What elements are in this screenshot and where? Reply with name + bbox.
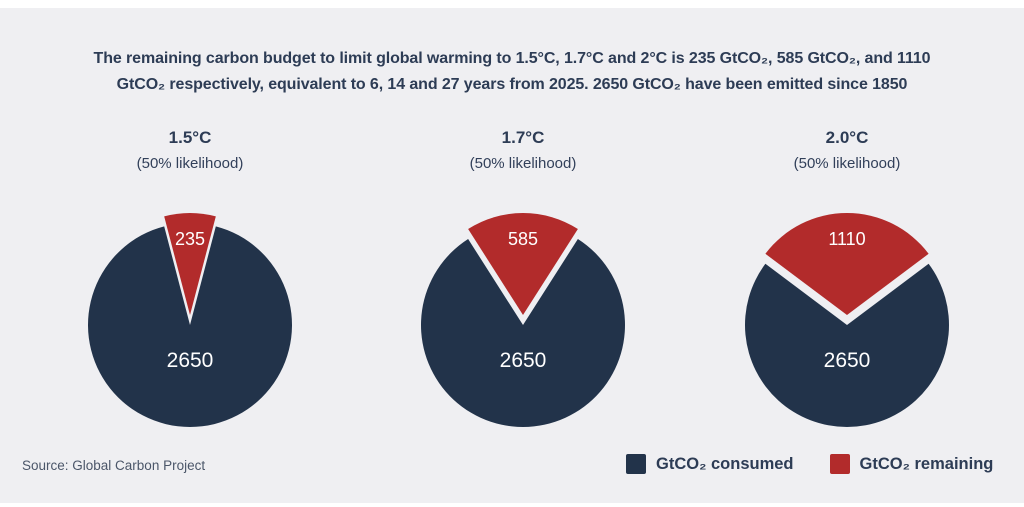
chart-head-1-5c: 1.5°C (50% likelihood) [60, 128, 320, 172]
chart-title: The remaining carbon budget to limit glo… [0, 46, 1024, 98]
likelihood-label: (50% likelihood) [469, 155, 577, 172]
consumed-slice [88, 226, 292, 427]
legend-item-consumed: GtCO₂ consumed [626, 454, 794, 474]
chart-title-line2: GtCO₂ respectively, equivalent to 6, 14 … [116, 76, 908, 93]
legend-label-remaining: GtCO₂ remaining [859, 454, 994, 473]
legend: GtCO₂ consumed GtCO₂ remaining [626, 454, 993, 474]
remaining-value-label: 235 [175, 229, 205, 249]
remaining-swatch [829, 454, 850, 474]
remaining-slice [468, 212, 578, 315]
legend-item-remaining: GtCO₂ remaining [829, 454, 994, 474]
chart-title-line1: The remaining carbon budget to limit glo… [93, 50, 931, 67]
pie-chart-1-5c: 235 2650 [88, 212, 292, 427]
consumed-value-label: 2650 [824, 349, 871, 372]
consumed-value-label: 2650 [500, 349, 547, 372]
consumed-value-label: 2650 [167, 349, 214, 372]
remaining-slice [164, 212, 216, 315]
pie-chart-1-7c: 585 2650 [421, 212, 625, 427]
chart-head-1-7c: 1.7°C (50% likelihood) [393, 128, 653, 172]
remaining-value-label: 1110 [828, 229, 865, 249]
consumed-slice [421, 239, 625, 427]
remaining-value-label: 585 [508, 229, 538, 249]
pie-chart-2-0c: 1110 2650 [745, 212, 949, 427]
temperature-label: 2.0°C [825, 128, 869, 147]
source-attribution: Source: Global Carbon Project [22, 458, 206, 473]
consumed-swatch [626, 454, 646, 474]
temperature-label: 1.5°C [168, 128, 212, 147]
chart-head-2-0c: 2.0°C (50% likelihood) [717, 128, 977, 172]
likelihood-label: (50% likelihood) [793, 155, 901, 172]
remaining-slice [765, 212, 929, 315]
consumed-slice [745, 263, 949, 427]
likelihood-label: (50% likelihood) [136, 155, 244, 172]
legend-label-consumed: GtCO₂ consumed [656, 454, 794, 473]
temperature-label: 1.7°C [501, 128, 545, 147]
